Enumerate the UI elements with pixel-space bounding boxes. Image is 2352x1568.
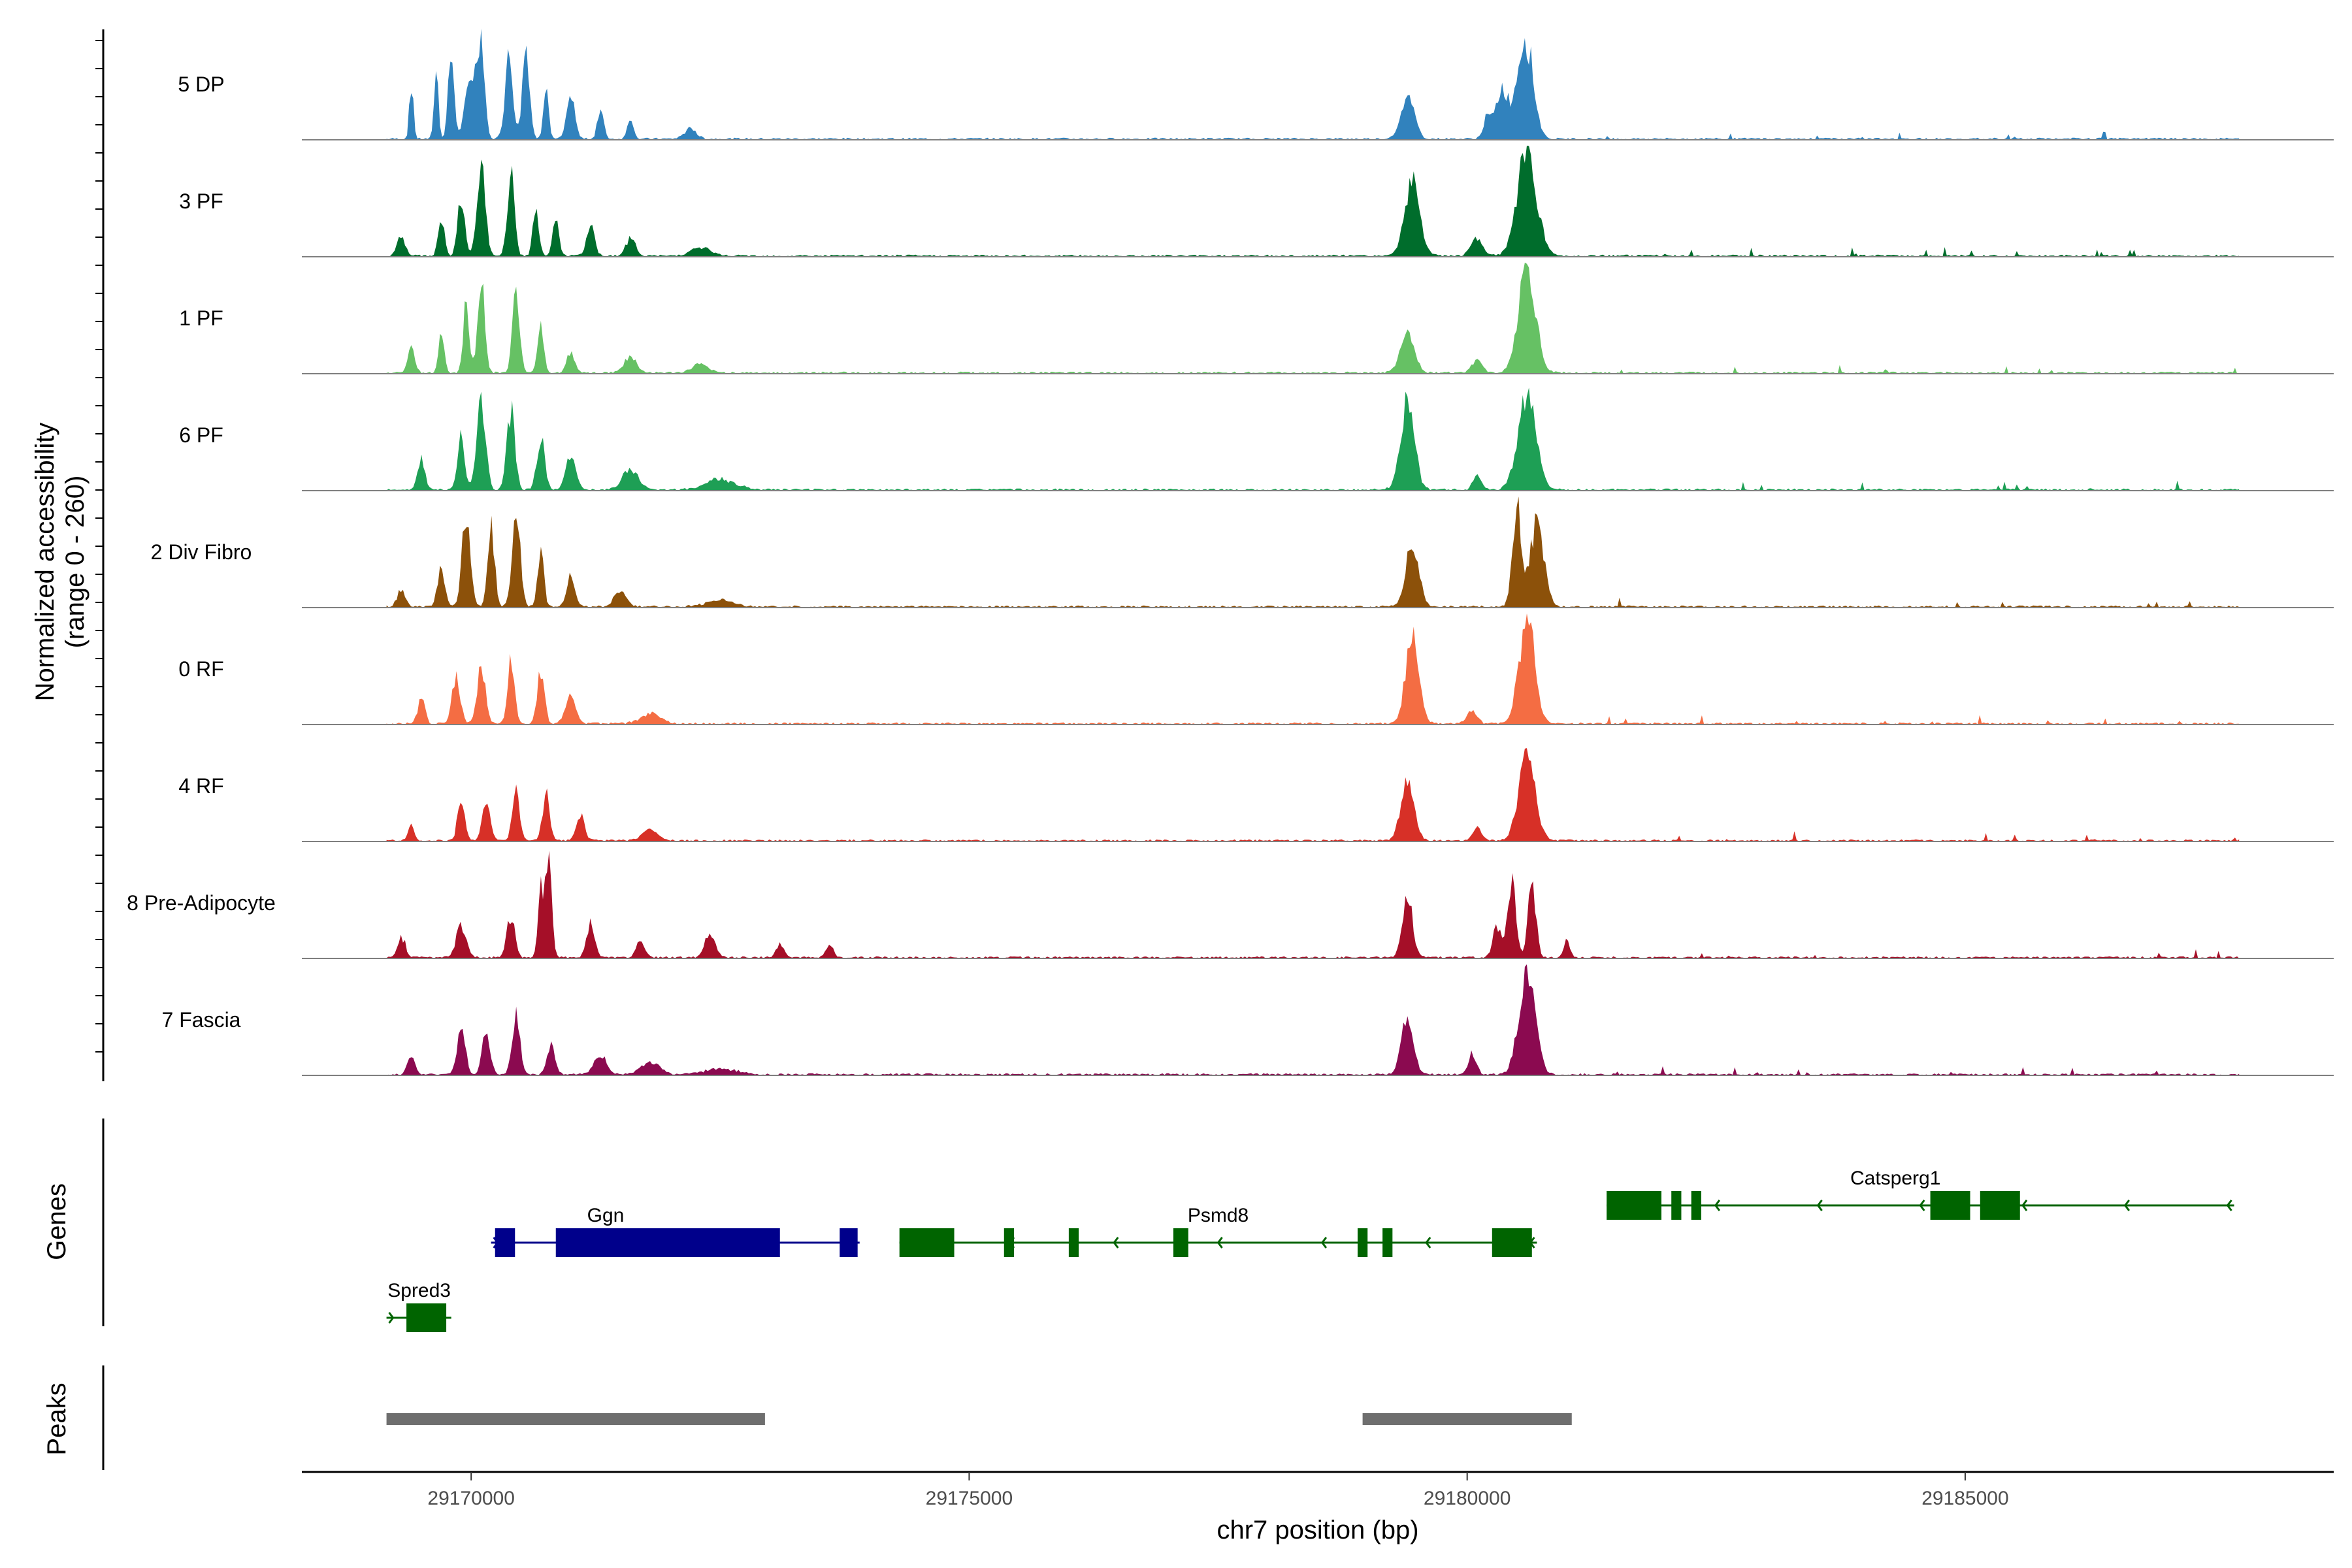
gene-label: Spred3 xyxy=(387,1280,451,1301)
gene-ggn: Ggn xyxy=(491,1205,860,1257)
track-label: 1 PF xyxy=(179,306,223,330)
gene-exon xyxy=(1382,1228,1393,1257)
coverage-area-1-pf xyxy=(386,263,2240,374)
gene-exon xyxy=(406,1303,447,1332)
gene-spred3: Spred3 xyxy=(386,1280,451,1332)
strand-arrow xyxy=(1919,1200,1925,1211)
track-label: 2 Div Fibro xyxy=(151,540,252,564)
track-label: 4 RF xyxy=(178,774,223,798)
strand-arrow xyxy=(1425,1237,1431,1249)
coverage-area-3-pf xyxy=(386,146,2240,257)
strand-arrow xyxy=(2021,1200,2028,1211)
y-axis-range: (range 0 - 260) xyxy=(61,476,90,649)
track-1: 5 DP xyxy=(178,29,2334,140)
gene-exon xyxy=(1671,1191,1682,1220)
track-label: 8 Pre-Adipocyte xyxy=(127,891,276,915)
coverage-area-0-rf xyxy=(386,613,2240,725)
strand-arrow xyxy=(388,1312,395,1324)
track-5: 2 Div Fibro xyxy=(151,497,2334,608)
coverage-area-5-dp xyxy=(386,29,2240,140)
track-label: 6 PF xyxy=(179,423,223,447)
gene-exon xyxy=(1691,1191,1701,1220)
x-tick-label: 29175000 xyxy=(926,1488,1013,1509)
coverage-area-6-pf xyxy=(386,387,2240,491)
strand-arrow xyxy=(2226,1200,2232,1211)
track-label: 3 PF xyxy=(179,189,223,213)
coverage-area-2-div-fibro xyxy=(386,497,2240,608)
track-4: 6 PF xyxy=(179,387,2334,491)
track-label: 7 Fascia xyxy=(162,1008,241,1032)
gene-exon xyxy=(899,1228,955,1257)
coverage-area-4-rf xyxy=(386,748,2240,841)
track-label: 0 RF xyxy=(178,657,223,681)
gene-exon xyxy=(1173,1228,1188,1257)
x-tick-label: 29180000 xyxy=(1424,1488,1511,1509)
strand-arrow xyxy=(1320,1237,1328,1249)
peaks-panel-label: Peaks xyxy=(42,1382,71,1455)
gene-exon xyxy=(555,1228,780,1257)
track-6: 0 RF xyxy=(178,613,2334,725)
track-3: 1 PF xyxy=(179,263,2334,374)
gene-exon xyxy=(1004,1228,1015,1257)
peak-bar xyxy=(386,1413,765,1425)
gene-exon xyxy=(840,1228,858,1257)
gene-exon xyxy=(1492,1228,1532,1257)
coverage-tracks: 5 DP 3 PF 1 PF 6 PF 2 Div Fibro 0 RF 4 RF 8 Pre… xyxy=(127,29,2334,1076)
peak-track xyxy=(386,1413,1572,1425)
strand-arrow xyxy=(1714,1200,1721,1211)
gene-exon xyxy=(1607,1191,1661,1220)
track-8: 8 Pre-Adipocyte xyxy=(127,851,2334,959)
peak-bar xyxy=(1362,1413,1572,1425)
strand-arrow xyxy=(1816,1200,1823,1211)
genes-panel-label: Genes xyxy=(42,1183,71,1260)
strand-arrow xyxy=(1217,1237,1223,1249)
track-9: 7 Fascia xyxy=(162,964,2334,1076)
gene-exon xyxy=(1357,1228,1368,1257)
coverage-y-ticks xyxy=(95,40,103,1053)
coverage-area-7-fascia xyxy=(386,964,2240,1075)
gene-label: Catsperg1 xyxy=(1850,1168,1940,1189)
x-axis-ticks: 29170000 29175000 29180000 29185000 xyxy=(427,1472,2009,1509)
gene-exon xyxy=(1068,1228,1079,1257)
gene-label: Ggn xyxy=(587,1205,625,1226)
strand-arrow xyxy=(2123,1200,2131,1211)
gene-annotation-track: Spred3 Ggn Psmd8 Catsperg1 xyxy=(386,1168,2234,1332)
track-label: 5 DP xyxy=(178,73,224,96)
gene-exon xyxy=(495,1228,515,1257)
gene-exon xyxy=(1930,1191,1970,1220)
x-tick-label: 29170000 xyxy=(427,1488,514,1509)
gene-exon xyxy=(1980,1191,2020,1220)
x-axis-title: chr7 position (bp) xyxy=(1217,1516,1418,1544)
strand-arrow xyxy=(1113,1237,1119,1249)
gene-psmd8: Psmd8 xyxy=(899,1205,1537,1257)
x-tick-label: 29185000 xyxy=(1921,1488,2008,1509)
y-axis-title: Normalized accessibility xyxy=(31,423,59,702)
track-7: 4 RF xyxy=(178,748,2334,842)
track-2: 3 PF xyxy=(179,146,2334,257)
coverage-area-8-pre-adipocyte xyxy=(386,851,2240,958)
gene-catsperg1: Catsperg1 xyxy=(1607,1168,2234,1220)
gene-label: Psmd8 xyxy=(1188,1205,1249,1226)
